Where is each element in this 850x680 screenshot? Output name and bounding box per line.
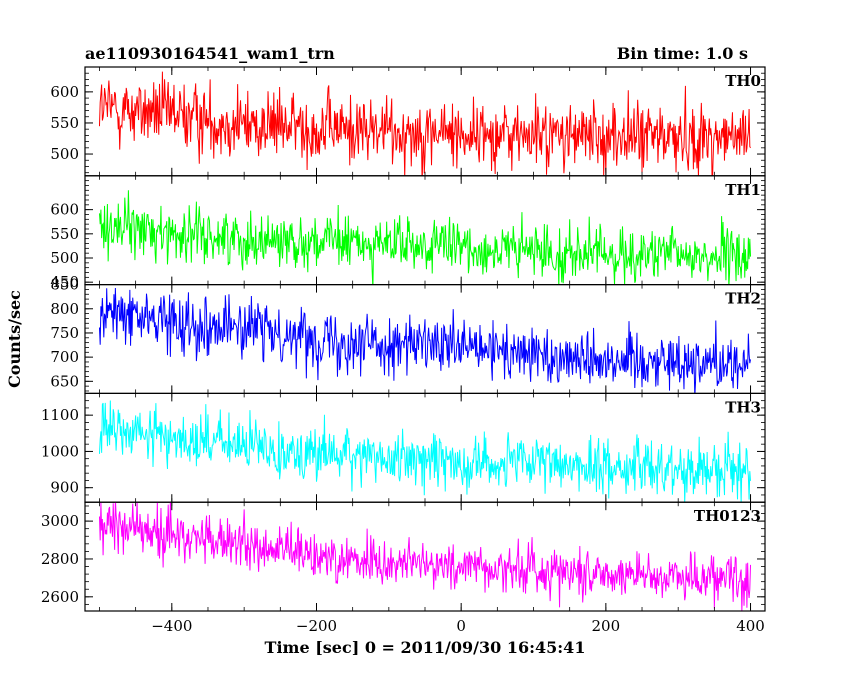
y-tick-label: 500 bbox=[50, 249, 79, 267]
y-tick-label: 450 bbox=[50, 273, 79, 291]
y-tick-label: 600 bbox=[50, 83, 79, 101]
x-axis-title: Time [sec] 0 = 2011/09/30 16:45:41 bbox=[265, 638, 586, 657]
y-tick-label: 2800 bbox=[41, 550, 79, 568]
panel-label-th1: TH1 bbox=[725, 181, 761, 199]
y-tick-label: 550 bbox=[50, 225, 79, 243]
bin-time-label: Bin time: 1.0 s bbox=[616, 44, 748, 63]
y-tick-label: 500 bbox=[50, 145, 79, 163]
panel-label-th2: TH2 bbox=[725, 290, 761, 308]
x-tick-label: 400 bbox=[736, 617, 765, 635]
panel-label-th0123: TH0123 bbox=[694, 507, 761, 525]
panel-label-th3: TH3 bbox=[725, 398, 761, 416]
y-tick-label: 1000 bbox=[41, 442, 79, 460]
y-tick-label: 750 bbox=[50, 324, 79, 342]
x-tick-label: −400 bbox=[151, 617, 192, 635]
y-tick-label: 650 bbox=[50, 372, 79, 390]
y-tick-label: 850 bbox=[50, 276, 79, 294]
x-tick-label: 0 bbox=[456, 617, 466, 635]
y-tick-label: 1100 bbox=[41, 406, 79, 424]
x-tick-label: −200 bbox=[296, 617, 337, 635]
y-tick-label: 2600 bbox=[41, 588, 79, 606]
x-tick-label: 200 bbox=[592, 617, 621, 635]
y-tick-label: 550 bbox=[50, 114, 79, 132]
y-tick-label: 700 bbox=[50, 348, 79, 366]
panel-frame bbox=[84, 175, 766, 286]
series-line-th0123 bbox=[98, 502, 752, 612]
series-line-th1 bbox=[98, 190, 752, 285]
y-tick-label: 600 bbox=[50, 201, 79, 219]
y-axis-title: Counts/sec bbox=[5, 290, 24, 388]
panel-frame bbox=[84, 501, 766, 612]
panel-label-th0: TH0 bbox=[725, 72, 761, 90]
y-tick-label: 3000 bbox=[41, 512, 79, 530]
series-line-th3 bbox=[98, 400, 752, 503]
chart-title: ae110930164541_wam1_trn bbox=[85, 44, 335, 63]
y-tick-label: 800 bbox=[50, 300, 79, 318]
series-line-th2 bbox=[98, 287, 752, 394]
y-tick-label: 900 bbox=[50, 479, 79, 497]
